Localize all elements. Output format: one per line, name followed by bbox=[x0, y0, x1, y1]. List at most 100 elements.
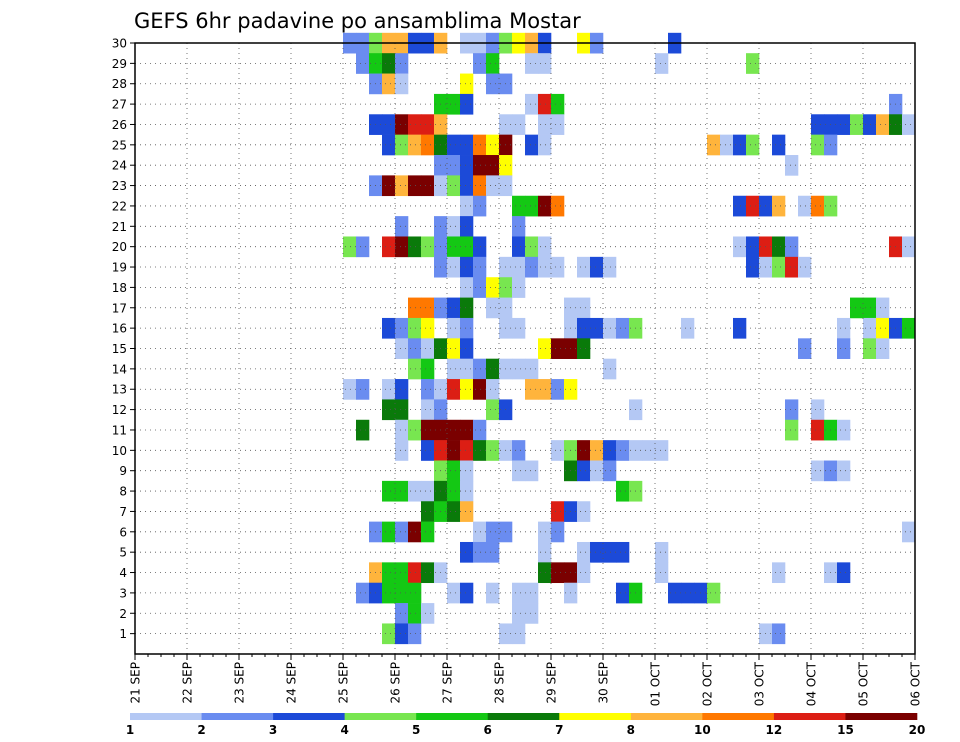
y-tick-label: 12 bbox=[112, 403, 127, 417]
y-tick-label: 25 bbox=[112, 138, 127, 152]
colorbar-level-label: 10 bbox=[694, 723, 711, 737]
heatmap-cell bbox=[408, 338, 422, 359]
heatmap-cell bbox=[577, 501, 591, 522]
colorbar-level-label: 5 bbox=[412, 723, 420, 737]
colorbar-swatch bbox=[130, 713, 202, 720]
heatmap-cell bbox=[408, 317, 422, 339]
heatmap-cell bbox=[382, 73, 396, 95]
heatmap-cell bbox=[681, 582, 695, 604]
heatmap-cell bbox=[460, 195, 474, 217]
heatmap-cell bbox=[460, 317, 474, 339]
colorbar-level-label: 1 bbox=[126, 723, 134, 737]
heatmap-cell bbox=[850, 114, 864, 135]
heatmap-cell bbox=[460, 419, 474, 441]
heatmap-cell bbox=[746, 134, 760, 156]
heatmap-cell bbox=[447, 134, 461, 156]
heatmap-cell bbox=[603, 256, 617, 278]
heatmap-cell bbox=[356, 582, 370, 604]
heatmap-cell bbox=[382, 480, 396, 502]
y-tick-label: 26 bbox=[112, 118, 127, 132]
heatmap-cell bbox=[772, 134, 786, 156]
heatmap-cell bbox=[408, 358, 422, 380]
heatmap-cell bbox=[785, 155, 799, 176]
heatmap-cell bbox=[746, 195, 760, 217]
heatmap-cell bbox=[902, 114, 916, 135]
x-tick-label: 01 OCT bbox=[649, 661, 663, 706]
heatmap-cell bbox=[447, 216, 461, 237]
heatmap-cell bbox=[590, 541, 604, 563]
y-tick-label: 17 bbox=[112, 301, 127, 315]
heatmap-cell bbox=[512, 236, 526, 258]
heatmap-cell bbox=[382, 236, 396, 258]
heatmap-cell bbox=[447, 175, 461, 197]
heatmap-cell bbox=[512, 358, 526, 380]
heatmap-cell bbox=[460, 440, 474, 461]
heatmap-cell bbox=[421, 317, 435, 339]
heatmap-cell bbox=[473, 155, 487, 176]
heatmap-cell bbox=[395, 521, 409, 543]
heatmap-cell bbox=[603, 541, 617, 563]
x-tick-label: 27 SEP bbox=[441, 662, 455, 704]
heatmap-cell bbox=[473, 53, 487, 74]
heatmap-cell bbox=[785, 236, 799, 258]
heatmap-cell bbox=[395, 114, 409, 135]
heatmap-cell bbox=[577, 440, 591, 461]
heatmap-cell bbox=[577, 562, 591, 584]
heatmap-cell bbox=[876, 317, 890, 339]
heatmap-cell bbox=[486, 541, 500, 563]
heatmap-cell bbox=[746, 236, 760, 258]
heatmap-cell bbox=[863, 317, 877, 339]
heatmap-cell bbox=[876, 338, 890, 359]
heatmap-cell bbox=[512, 582, 526, 604]
heatmap-cell bbox=[512, 623, 526, 645]
heatmap-cell bbox=[486, 582, 500, 604]
heatmap-cell bbox=[460, 256, 474, 278]
heatmap-cell bbox=[460, 277, 474, 298]
heatmap-cell bbox=[551, 501, 565, 522]
y-axis-ticks: 1234567891011121314151617181920212223242… bbox=[112, 37, 135, 641]
heatmap-cell bbox=[473, 440, 487, 461]
heatmap-cell bbox=[421, 419, 435, 441]
heatmap-cell bbox=[486, 155, 500, 176]
heatmap-cell bbox=[525, 256, 539, 278]
heatmap-cell bbox=[395, 440, 409, 461]
x-tick-label: 05 OCT bbox=[857, 661, 871, 706]
heatmap-cell bbox=[356, 53, 370, 74]
heatmap-cell bbox=[577, 338, 591, 359]
heatmap-cell bbox=[408, 297, 422, 319]
heatmap-cell bbox=[447, 256, 461, 278]
heatmap-cell bbox=[421, 297, 435, 319]
y-tick-label: 8 bbox=[119, 485, 127, 499]
heatmap-cell bbox=[837, 460, 851, 482]
heatmap-cell bbox=[408, 603, 422, 624]
heatmap-cell bbox=[408, 562, 422, 584]
colorbar-swatch bbox=[201, 713, 274, 720]
heatmap-cell bbox=[460, 134, 474, 156]
heatmap-cell bbox=[551, 521, 565, 543]
heatmap-cell bbox=[356, 379, 370, 400]
heatmap-cell bbox=[577, 256, 591, 278]
colorbar-level-label: 6 bbox=[484, 723, 492, 737]
heatmap-cell bbox=[473, 379, 487, 400]
heatmap-cell bbox=[902, 236, 916, 258]
heatmap-cell bbox=[512, 195, 526, 217]
x-tick-label: 06 OCT bbox=[909, 661, 923, 706]
colorbar-legend: 1 2 3 4 5 6 7 8 10 12 15 20 bbox=[126, 713, 925, 737]
heatmap-cell bbox=[772, 195, 786, 217]
heatmap-cell bbox=[720, 134, 734, 156]
x-tick-label: 03 OCT bbox=[753, 661, 767, 706]
heatmap-cell bbox=[876, 297, 890, 319]
y-tick-label: 29 bbox=[112, 57, 127, 71]
heatmap-cell bbox=[447, 297, 461, 319]
heatmap-cell bbox=[772, 562, 786, 584]
heatmap-cell bbox=[577, 460, 591, 482]
heatmap-cell bbox=[460, 236, 474, 258]
heatmap-cell bbox=[850, 297, 864, 319]
heatmap-cell bbox=[811, 399, 825, 421]
y-tick-label: 22 bbox=[112, 199, 127, 213]
heatmap-cell bbox=[447, 155, 461, 176]
heatmap-cell bbox=[538, 256, 552, 278]
heatmap-cell bbox=[408, 419, 422, 441]
colorbar-swatch bbox=[845, 713, 918, 720]
heatmap-cell bbox=[395, 236, 409, 258]
